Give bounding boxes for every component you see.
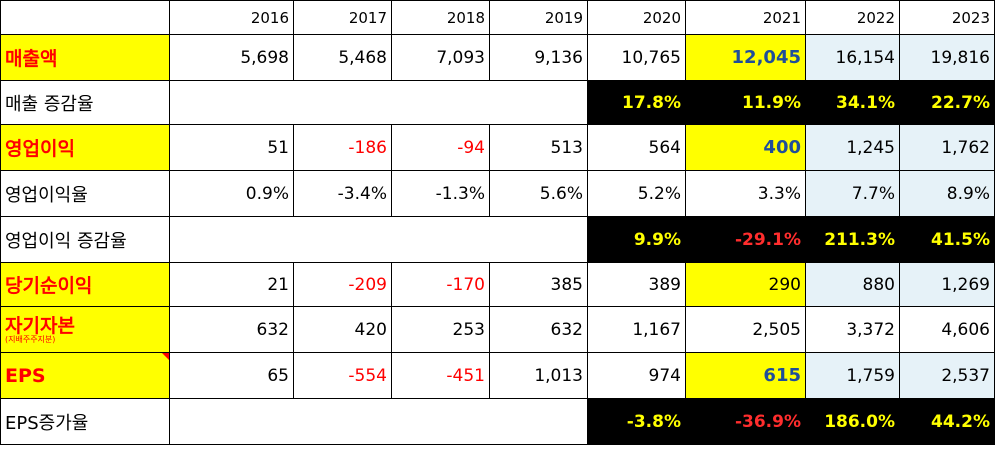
row-label-equity-sub: (지배주주지분) <box>5 335 56 344</box>
cell-opm-2016[interactable]: 0.9% <box>169 170 294 217</box>
row-operating-profit: 영업이익 51 -186 -94 513 564 400 1,245 1,762 <box>0 124 995 171</box>
cell-eps-growth-2023[interactable]: 44.2% <box>899 398 995 445</box>
cell-revenue-2019[interactable]: 9,136 <box>489 34 588 81</box>
cell-op-growth-empty[interactable] <box>169 216 588 263</box>
row-equity: 자기자본 (지배주주지분) 632 420 253 632 1,167 2,50… <box>0 306 995 353</box>
header-corner-cell[interactable] <box>0 0 170 35</box>
row-label-eps-growth[interactable]: EPS증가율 <box>0 398 170 445</box>
cell-revenue-2016[interactable]: 5,698 <box>169 34 294 81</box>
cell-eq-2019[interactable]: 632 <box>489 306 588 353</box>
cell-ni-2020[interactable]: 389 <box>587 262 686 307</box>
cell-ni-2017[interactable]: -209 <box>293 262 392 307</box>
row-net-income: 당기순이익 21 -209 -170 385 389 290 880 1,269 <box>0 262 995 307</box>
header-year-2017[interactable]: 2017 <box>293 0 392 35</box>
cell-op-growth-2020[interactable]: 9.9% <box>587 216 686 263</box>
header-year-2018[interactable]: 2018 <box>391 0 490 35</box>
cell-revenue-2023[interactable]: 19,816 <box>899 34 995 81</box>
cell-op-2016[interactable]: 51 <box>169 124 294 171</box>
cell-ni-2021[interactable]: 290 <box>685 262 806 307</box>
cell-eq-2017[interactable]: 420 <box>293 306 392 353</box>
cell-eps-2020[interactable]: 974 <box>587 352 686 399</box>
cell-opm-2022[interactable]: 7.7% <box>805 170 900 217</box>
header-year-2016[interactable]: 2016 <box>169 0 294 35</box>
cell-op-2018[interactable]: -94 <box>391 124 490 171</box>
cell-opm-2021[interactable]: 3.3% <box>685 170 806 217</box>
header-year-2019[interactable]: 2019 <box>489 0 588 35</box>
cell-op-growth-2021[interactable]: -29.1% <box>685 216 806 263</box>
row-label-operating-growth[interactable]: 영업이익 증감율 <box>0 216 170 263</box>
cell-revenue-growth-2023[interactable]: 22.7% <box>899 80 995 125</box>
row-label-operating-profit[interactable]: 영업이익 <box>0 124 170 171</box>
cell-eps-2021[interactable]: 615 <box>685 352 806 399</box>
cell-ni-2022[interactable]: 880 <box>805 262 900 307</box>
cell-eps-2017[interactable]: -554 <box>293 352 392 399</box>
cell-eq-2018[interactable]: 253 <box>391 306 490 353</box>
row-operating-margin: 영업이익율 0.9% -3.4% -1.3% 5.6% 5.2% 3.3% 7.… <box>0 170 995 217</box>
row-label-revenue-growth[interactable]: 매출 증감율 <box>0 80 170 125</box>
cell-opm-2019[interactable]: 5.6% <box>489 170 588 217</box>
cell-eq-2021[interactable]: 2,505 <box>685 306 806 353</box>
row-label-net-income[interactable]: 당기순이익 <box>0 262 170 307</box>
cell-op-growth-2023[interactable]: 41.5% <box>899 216 995 263</box>
cell-eq-2022[interactable]: 3,372 <box>805 306 900 353</box>
cell-revenue-growth-empty[interactable] <box>169 80 588 125</box>
row-operating-growth: 영업이익 증감율 9.9% -29.1% 211.3% 41.5% <box>0 216 995 263</box>
header-year-2021[interactable]: 2021 <box>685 0 806 35</box>
cell-revenue-2018[interactable]: 7,093 <box>391 34 490 81</box>
header-year-2022[interactable]: 2022 <box>805 0 900 35</box>
header-year-2023[interactable]: 2023 <box>899 0 995 35</box>
cell-eps-growth-2021[interactable]: -36.9% <box>685 398 806 445</box>
cell-op-2022[interactable]: 1,245 <box>805 124 900 171</box>
comment-indicator-icon[interactable] <box>162 353 169 360</box>
cell-opm-2017[interactable]: -3.4% <box>293 170 392 217</box>
cell-revenue-growth-2021[interactable]: 11.9% <box>685 80 806 125</box>
cell-op-2020[interactable]: 564 <box>587 124 686 171</box>
header-row: 2016 2017 2018 2019 2020 2021 2022 2023 <box>0 0 995 35</box>
cell-op-growth-2022[interactable]: 211.3% <box>805 216 900 263</box>
cell-opm-2023[interactable]: 8.9% <box>899 170 995 217</box>
cell-eq-2016[interactable]: 632 <box>169 306 294 353</box>
cell-eps-2019[interactable]: 1,013 <box>489 352 588 399</box>
cell-eps-2022[interactable]: 1,759 <box>805 352 900 399</box>
cell-ni-2016[interactable]: 21 <box>169 262 294 307</box>
cell-revenue-2020[interactable]: 10,765 <box>587 34 686 81</box>
cell-op-2017[interactable]: -186 <box>293 124 392 171</box>
row-revenue: 매출액 5,698 5,468 7,093 9,136 10,765 12,04… <box>0 34 995 81</box>
cell-ni-2018[interactable]: -170 <box>391 262 490 307</box>
cell-eps-growth-2020[interactable]: -3.8% <box>587 398 686 445</box>
cell-op-2019[interactable]: 513 <box>489 124 588 171</box>
cell-eq-2023[interactable]: 4,606 <box>899 306 995 353</box>
cell-ni-2023[interactable]: 1,269 <box>899 262 995 307</box>
row-revenue-growth: 매출 증감율 17.8% 11.9% 34.1% 22.7% <box>0 80 995 125</box>
cell-ni-2019[interactable]: 385 <box>489 262 588 307</box>
cell-revenue-2017[interactable]: 5,468 <box>293 34 392 81</box>
cell-eps-growth-empty[interactable] <box>169 398 588 445</box>
cell-eps-growth-2022[interactable]: 186.0% <box>805 398 900 445</box>
cell-revenue-2022[interactable]: 16,154 <box>805 34 900 81</box>
cell-revenue-2021[interactable]: 12,045 <box>685 34 806 81</box>
cell-opm-2020[interactable]: 5.2% <box>587 170 686 217</box>
row-eps: EPS 65 -554 -451 1,013 974 615 1,759 2,5… <box>0 352 995 399</box>
row-label-equity-main: 자기자본 <box>5 315 75 337</box>
row-label-eps[interactable]: EPS <box>0 352 170 399</box>
header-year-2020[interactable]: 2020 <box>587 0 686 35</box>
cell-eps-2018[interactable]: -451 <box>391 352 490 399</box>
row-label-revenue[interactable]: 매출액 <box>0 34 170 81</box>
cell-revenue-growth-2022[interactable]: 34.1% <box>805 80 900 125</box>
cell-opm-2018[interactable]: -1.3% <box>391 170 490 217</box>
cell-eq-2020[interactable]: 1,167 <box>587 306 686 353</box>
cell-eps-2016[interactable]: 65 <box>169 352 294 399</box>
cell-op-2021[interactable]: 400 <box>685 124 806 171</box>
cell-revenue-growth-2020[interactable]: 17.8% <box>587 80 686 125</box>
row-label-eps-text: EPS <box>5 364 46 387</box>
row-label-operating-margin[interactable]: 영업이익율 <box>0 170 170 217</box>
cell-eps-2023[interactable]: 2,537 <box>899 352 995 399</box>
row-label-equity[interactable]: 자기자본 (지배주주지분) <box>0 306 170 353</box>
row-eps-growth: EPS증가율 -3.8% -36.9% 186.0% 44.2% <box>0 398 995 445</box>
cell-op-2023[interactable]: 1,762 <box>899 124 995 171</box>
